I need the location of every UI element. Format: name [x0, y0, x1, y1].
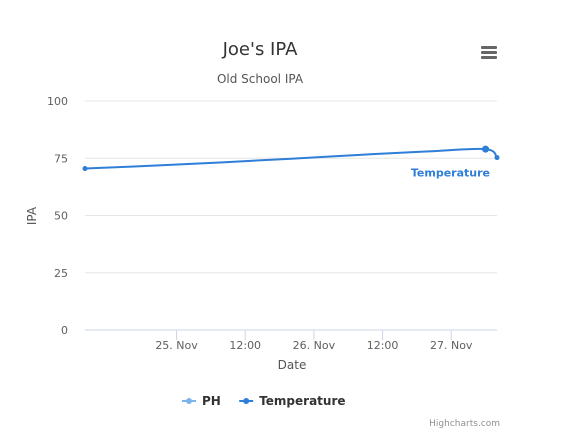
y-tick-label: 50: [54, 210, 68, 223]
export-menu-button[interactable]: [476, 40, 502, 64]
x-tick-label: 25. Nov: [155, 339, 198, 352]
series-group: Temperature: [82, 145, 500, 180]
y-axis-title: IPA: [25, 206, 39, 225]
temperature-point: [482, 145, 490, 153]
x-tick-label: 27. Nov: [430, 339, 473, 352]
legend-symbol-marker: [186, 398, 192, 404]
legend-item-temperature[interactable]: Temperature: [239, 394, 346, 408]
temperature-data-label: Temperature: [411, 167, 490, 180]
legend-label-ph: PH: [202, 394, 221, 408]
x-axis-title: Date: [278, 358, 307, 372]
y-tick-label: 25: [54, 267, 68, 280]
legend-label-temperature: Temperature: [259, 394, 345, 408]
chart-subtitle: Old School IPA: [217, 72, 304, 86]
grid-lines: [85, 100, 497, 331]
x-tick-label: 12:00: [367, 339, 399, 352]
y-tick-label: 100: [47, 95, 68, 108]
legend-item-ph[interactable]: PH: [182, 394, 221, 408]
y-tick-label: 75: [54, 152, 68, 165]
legend: PH Temperature: [182, 394, 346, 408]
hamburger-menu-icon: [481, 46, 497, 59]
chart-title: Joe's IPA: [222, 39, 298, 60]
x-axis: 25. Nov 12:00 26. Nov 12:00 27. Nov: [85, 329, 497, 352]
x-tick-label: 26. Nov: [293, 339, 336, 352]
x-tick-label: 12:00: [229, 339, 261, 352]
y-tick-label: 0: [61, 324, 68, 337]
legend-symbol-marker: [243, 398, 250, 404]
temperature-point: [82, 166, 88, 172]
y-axis-ticks: 0 25 50 75 100: [47, 95, 68, 337]
credits-link[interactable]: Highcharts.com: [429, 419, 500, 429]
temperature-series-line: [84, 147, 498, 170]
temperature-point: [494, 155, 500, 161]
